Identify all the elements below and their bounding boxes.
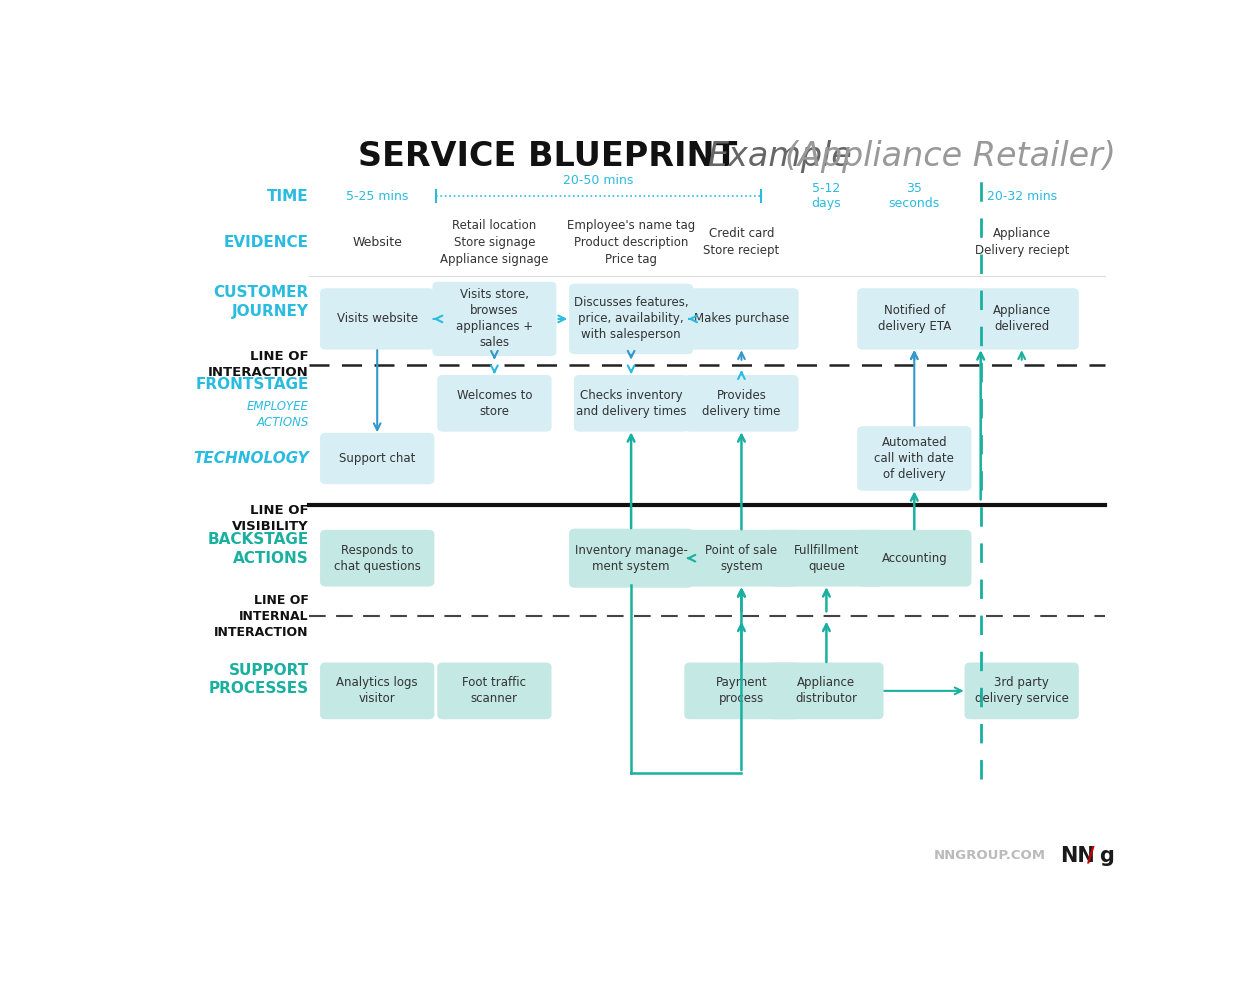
Text: Employee's name tag
Product description
Price tag: Employee's name tag Product description … bbox=[567, 219, 696, 266]
Text: Makes purchase: Makes purchase bbox=[694, 313, 789, 326]
Text: Welcomes to
store: Welcomes to store bbox=[456, 388, 532, 417]
Text: Analytics logs
visitor: Analytics logs visitor bbox=[336, 676, 418, 705]
Text: SUPPORT
PROCESSES: SUPPORT PROCESSES bbox=[209, 662, 309, 696]
FancyBboxPatch shape bbox=[965, 662, 1079, 719]
FancyBboxPatch shape bbox=[684, 288, 799, 350]
FancyBboxPatch shape bbox=[684, 530, 799, 587]
Text: Discusses features,
price, availability,
with salesperson: Discusses features, price, availability,… bbox=[573, 297, 688, 342]
FancyBboxPatch shape bbox=[684, 374, 799, 431]
Text: Automated
call with date
of delivery: Automated call with date of delivery bbox=[874, 436, 954, 481]
Text: NNGROUP.COM: NNGROUP.COM bbox=[934, 850, 1046, 863]
Text: LINE OF
INTERACTION: LINE OF INTERACTION bbox=[208, 351, 309, 379]
FancyBboxPatch shape bbox=[857, 530, 971, 587]
FancyBboxPatch shape bbox=[320, 288, 435, 350]
Text: Notified of
delivery ETA: Notified of delivery ETA bbox=[878, 305, 951, 334]
Text: EMPLOYEE
ACTIONS: EMPLOYEE ACTIONS bbox=[247, 400, 309, 429]
Text: 3rd party
delivery service: 3rd party delivery service bbox=[975, 676, 1068, 705]
Text: 35
seconds: 35 seconds bbox=[888, 182, 940, 210]
Text: 5-12
days: 5-12 days bbox=[811, 182, 842, 210]
Text: BACKSTAGE
ACTIONS: BACKSTAGE ACTIONS bbox=[208, 532, 309, 566]
Text: /: / bbox=[1087, 846, 1095, 866]
Text: Accounting: Accounting bbox=[882, 552, 948, 565]
Text: Credit card
Store reciept: Credit card Store reciept bbox=[703, 227, 780, 257]
FancyBboxPatch shape bbox=[570, 284, 693, 355]
FancyBboxPatch shape bbox=[857, 288, 971, 350]
FancyBboxPatch shape bbox=[320, 530, 435, 587]
Text: (Appliance Retailer): (Appliance Retailer) bbox=[785, 139, 1116, 173]
FancyBboxPatch shape bbox=[770, 530, 883, 587]
Text: Website: Website bbox=[353, 236, 402, 249]
Text: CUSTOMER
JOURNEY: CUSTOMER JOURNEY bbox=[214, 285, 309, 319]
Text: Visits website: Visits website bbox=[336, 313, 418, 326]
Text: Point of sale
system: Point of sale system bbox=[706, 544, 777, 573]
FancyBboxPatch shape bbox=[684, 662, 799, 719]
Text: EVIDENCE: EVIDENCE bbox=[224, 235, 309, 250]
FancyBboxPatch shape bbox=[770, 662, 883, 719]
Text: Provides
delivery time: Provides delivery time bbox=[702, 388, 781, 417]
Text: Appliance
distributor: Appliance distributor bbox=[795, 676, 857, 705]
Text: Foot traffic
scanner: Foot traffic scanner bbox=[462, 676, 527, 705]
Text: 5-25 mins: 5-25 mins bbox=[346, 189, 408, 203]
FancyBboxPatch shape bbox=[437, 662, 552, 719]
Text: Retail location
Store signage
Appliance signage: Retail location Store signage Appliance … bbox=[440, 219, 548, 266]
Text: TIME: TIME bbox=[267, 188, 309, 204]
FancyBboxPatch shape bbox=[965, 288, 1079, 350]
Text: Example: Example bbox=[707, 139, 852, 173]
Text: NN: NN bbox=[1060, 846, 1095, 866]
Text: FRONTSTAGE: FRONTSTAGE bbox=[195, 376, 309, 391]
Text: Checks inventory
and delivery times: Checks inventory and delivery times bbox=[576, 388, 687, 417]
FancyBboxPatch shape bbox=[320, 433, 435, 484]
Text: 20-50 mins: 20-50 mins bbox=[563, 174, 634, 187]
Text: Inventory manage-
ment system: Inventory manage- ment system bbox=[575, 544, 688, 573]
FancyBboxPatch shape bbox=[320, 662, 435, 719]
FancyBboxPatch shape bbox=[437, 374, 552, 431]
Text: g: g bbox=[1099, 846, 1114, 866]
Text: TECHNOLOGY: TECHNOLOGY bbox=[193, 451, 309, 466]
FancyBboxPatch shape bbox=[432, 282, 557, 357]
Text: Responds to
chat questions: Responds to chat questions bbox=[334, 544, 421, 573]
FancyBboxPatch shape bbox=[857, 426, 971, 491]
Text: LINE OF
VISIBILITY: LINE OF VISIBILITY bbox=[232, 504, 309, 533]
FancyBboxPatch shape bbox=[575, 374, 688, 431]
Text: 20-32 mins: 20-32 mins bbox=[987, 189, 1057, 203]
Text: Appliance
Delivery reciept: Appliance Delivery reciept bbox=[974, 227, 1068, 257]
Text: Fullfillment
queue: Fullfillment queue bbox=[794, 544, 859, 573]
Text: Appliance
delivered: Appliance delivered bbox=[993, 305, 1051, 334]
Text: Payment
process: Payment process bbox=[716, 676, 767, 705]
FancyBboxPatch shape bbox=[570, 529, 693, 588]
Text: SERVICE BLUEPRINT: SERVICE BLUEPRINT bbox=[358, 139, 737, 173]
Text: Visits store,
browses
appliances +
sales: Visits store, browses appliances + sales bbox=[456, 289, 533, 350]
Text: Support chat: Support chat bbox=[339, 452, 416, 465]
Text: LINE OF
INTERNAL
INTERACTION: LINE OF INTERNAL INTERACTION bbox=[214, 594, 309, 639]
